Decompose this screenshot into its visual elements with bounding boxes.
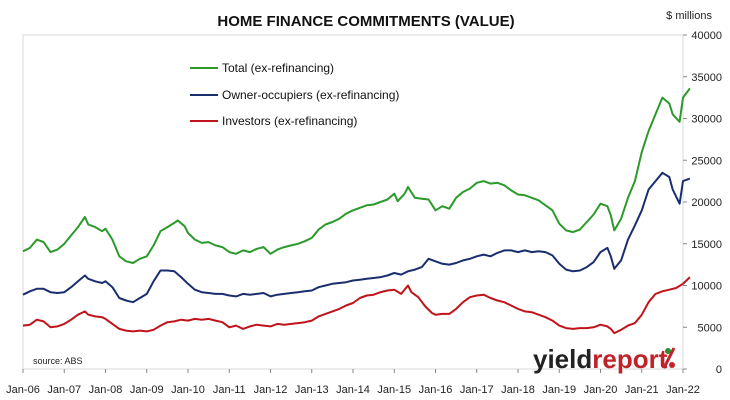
x-tick-label: Jan-13	[295, 384, 329, 396]
y-tick-label: 0	[716, 364, 722, 376]
y-tick-label: 30000	[691, 114, 722, 126]
series-group	[22, 87, 691, 335]
x-tick-label: Jan-12	[254, 384, 288, 396]
y-tick-label: 15000	[691, 239, 722, 251]
x-tick-label: Jan-17	[460, 384, 494, 396]
y-tick-label: 10000	[691, 281, 722, 293]
x-tick-label: Jan-11	[213, 384, 246, 396]
x-tick-label: Jan-21	[625, 384, 659, 396]
y-axis-unit-label: $ millions	[666, 10, 712, 22]
y-tick-label: 40000	[691, 30, 722, 42]
svg-text:yieldreport: yieldreport	[533, 344, 668, 374]
chart-title: HOME FINANCE COMMITMENTS (VALUE)	[217, 13, 514, 30]
x-tick-label: Jan-10	[171, 384, 205, 396]
logo-word-yield: yield	[533, 344, 592, 374]
y-tick-label: 25000	[691, 155, 722, 167]
series-line-investors	[22, 276, 691, 335]
series-line-owner-occupiers	[22, 171, 691, 304]
series-line-total	[22, 87, 691, 264]
legend-label-investors: Investors (ex-refinancing)	[222, 114, 357, 128]
x-tick-label: Jan-06	[6, 384, 40, 396]
x-tick-label: Jan-08	[89, 384, 123, 396]
x-tick-label: Jan-14	[336, 384, 370, 396]
x-tick-label: Jan-07	[47, 384, 81, 396]
y-tick-label: 5000	[698, 322, 722, 334]
legend-label-total: Total (ex-refinancing)	[222, 61, 334, 75]
x-tick-label: Jan-15	[377, 384, 411, 396]
x-tick-label: Jan-18	[501, 384, 535, 396]
percent-logo-icon	[662, 347, 676, 369]
source-note: source: ABS	[33, 356, 83, 366]
legend: Total (ex-refinancing) Owner-occupiers (…	[190, 61, 399, 128]
x-tick-label: Jan-22	[666, 384, 700, 396]
y-tick-label: 35000	[691, 72, 722, 84]
plot-frame	[22, 34, 684, 370]
y-tick-label: 20000	[691, 197, 722, 209]
logo-word-report: report	[592, 344, 667, 374]
x-tick-label: Jan-20	[584, 384, 618, 396]
yieldreport-logo: yieldreport	[533, 344, 676, 374]
legend-label-owner-occupiers: Owner-occupiers (ex-refinancing)	[222, 88, 399, 102]
x-tick-label: Jan-09	[130, 384, 164, 396]
axes-group: 0 5000 10000 15000 20000 25000 30000 35000 40000…	[6, 30, 722, 396]
x-tick-label: Jan-19	[542, 384, 576, 396]
x-tick-label: Jan-16	[419, 384, 453, 396]
